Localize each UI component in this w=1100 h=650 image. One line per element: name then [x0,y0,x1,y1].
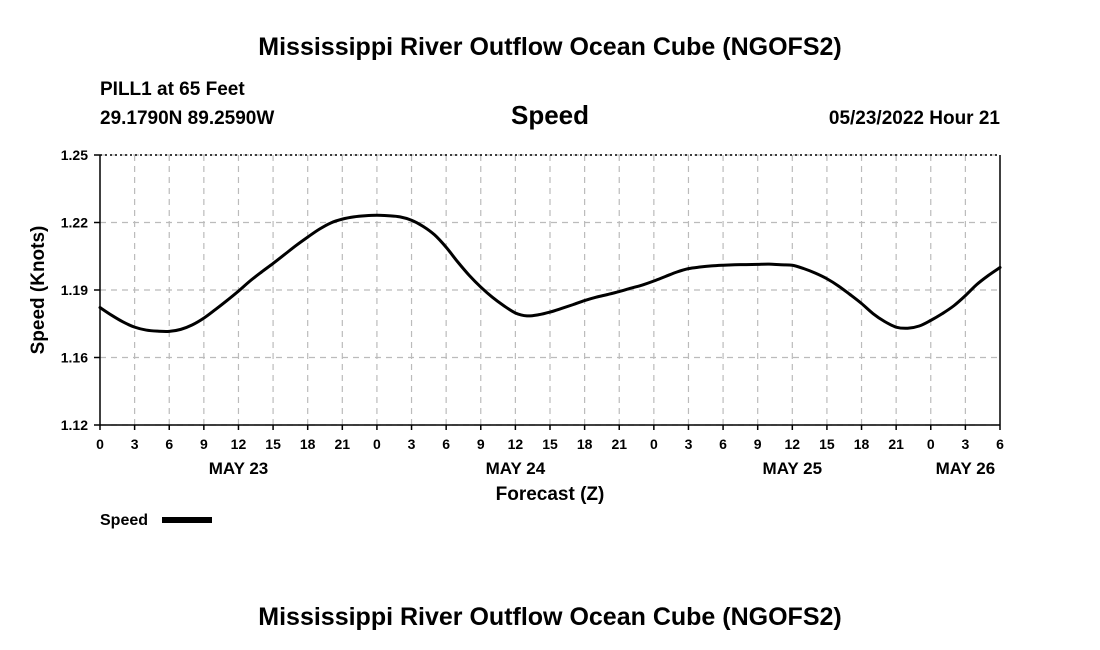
date-stamp: 05/23/2022 Hour 21 [829,108,1001,129]
x-tick-label: 3 [131,436,139,452]
y-axis-label: Speed (Knots) [28,226,49,355]
y-tick-label: 1.16 [61,350,88,366]
y-tick-label: 1.22 [61,215,88,231]
x-tick-label: 6 [719,436,727,452]
x-tick-label: 15 [265,436,281,452]
y-tick-label: 1.12 [61,417,88,433]
x-tick-label: 0 [96,436,104,452]
x-tick-label: 0 [650,436,658,452]
x-axis-day-labels: MAY 23 MAY 24 MAY 25 MAY 26 [209,459,995,478]
x-tick-label: 18 [854,436,870,452]
series-line-0 [98,213,1002,334]
y-tick-label: 1.25 [61,147,88,163]
x-tick-label: 15 [542,436,558,452]
legend-label: Speed [100,512,148,529]
grid-lines [100,154,1000,426]
x-day-label: MAY 24 [486,459,546,478]
x-tick-label: 18 [300,436,316,452]
x-axis-ticks: 0 3 6 9 12 15 18 21 0 3 6 9 12 15 18 21 0 3 6 9 12 15 18 21 0 3 6 [96,425,1004,452]
y-axis-ticks: 1.25 1.22 1.19 1.16 1.12 [61,147,100,433]
figure-title: Mississippi River Outflow Ocean Cube (NG… [258,33,841,61]
x-tick-label: 9 [754,436,762,452]
x-tick-label: 12 [508,436,524,452]
x-tick-label: 0 [927,436,935,452]
x-tick-label: 3 [408,436,416,452]
y-tick-label: 1.19 [61,282,88,298]
x-tick-label: 6 [165,436,173,452]
x-tick-label: 12 [231,436,247,452]
x-day-label: MAY 25 [763,459,823,478]
legend: Speed [100,512,212,529]
x-tick-label: 6 [996,436,1004,452]
station-coordinates: 29.1790N 89.2590W [100,108,274,129]
series-layer [98,213,1002,334]
legend-swatch [162,517,212,523]
x-tick-label: 12 [785,436,801,452]
x-day-label: MAY 23 [209,459,269,478]
x-tick-label: 9 [477,436,485,452]
x-tick-label: 3 [685,436,693,452]
x-tick-label: 3 [961,436,969,452]
x-tick-label: 21 [335,436,351,452]
x-tick-label: 0 [373,436,381,452]
x-tick-label: 21 [888,436,904,452]
x-tick-label: 6 [442,436,450,452]
station-label: PILL1 at 65 Feet [100,79,245,100]
x-tick-label: 21 [611,436,627,452]
x-axis-label: Forecast (Z) [496,484,605,505]
x-tick-label: 18 [577,436,593,452]
x-tick-label: 15 [819,436,835,452]
x-day-label: MAY 26 [936,459,996,478]
x-tick-label: 9 [200,436,208,452]
footer-title: Mississippi River Outflow Ocean Cube (NG… [258,603,841,631]
chart-title: Speed [511,100,589,130]
